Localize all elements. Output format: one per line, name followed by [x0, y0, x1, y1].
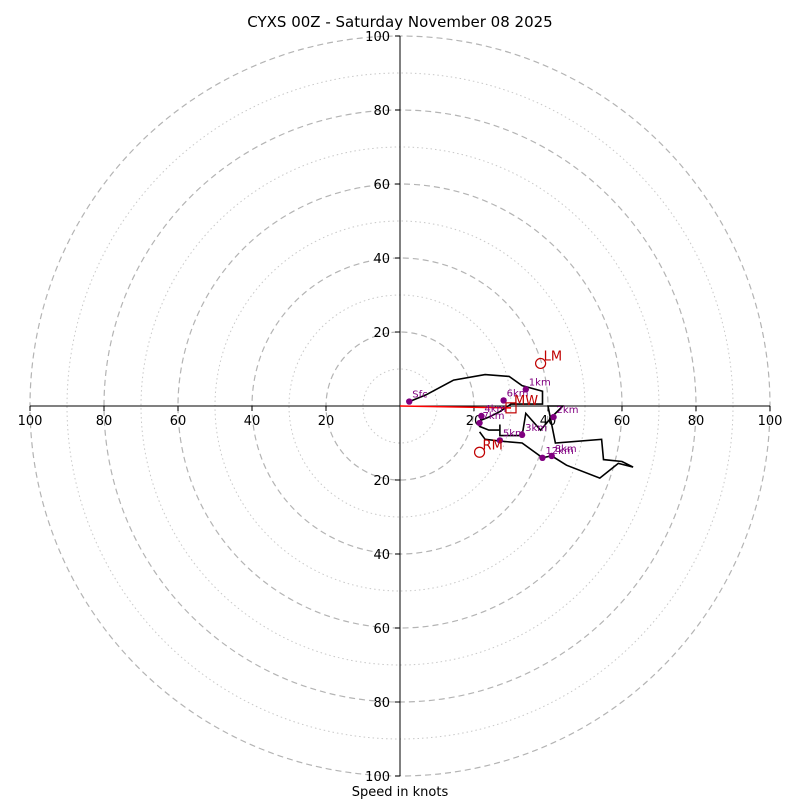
height-marker-dot — [476, 419, 483, 427]
storm-motion-marker — [534, 357, 547, 370]
height-marker-label: 12km — [545, 446, 573, 457]
height-marker-label: 4km — [484, 404, 506, 415]
height-marker-dot — [500, 397, 507, 404]
height-marker-dot — [539, 454, 546, 461]
height-marker-label: 3km — [525, 423, 547, 434]
x-tick-label: 60 — [614, 414, 631, 429]
x-tick-label: 40 — [244, 414, 261, 429]
height-marker-dot — [522, 386, 529, 393]
height-marker-dot — [406, 398, 413, 405]
y-tick-label: 20 — [373, 326, 390, 341]
x-tick-label: 100 — [18, 414, 43, 429]
height-marker-label: 8km — [555, 444, 577, 455]
hodograph-line — [409, 373, 634, 480]
shear-line — [399, 405, 512, 409]
chart-title: CYXS 00Z - Saturday November 08 2025 — [247, 13, 552, 31]
x-tick-label: 100 — [758, 414, 783, 429]
height-marker-label: 7km — [483, 411, 505, 422]
y-tick-label: 100 — [365, 30, 390, 45]
x-tick-label: 20 — [318, 414, 335, 429]
x-tick-label: 60 — [170, 414, 187, 429]
x-axis-label: Speed in knots — [352, 785, 449, 800]
height-marker-dot — [478, 412, 485, 420]
y-tick-label: 80 — [373, 104, 390, 119]
y-tick-label: 100 — [365, 770, 390, 785]
x-tick-label: 80 — [688, 414, 705, 429]
y-tick-label: 60 — [373, 178, 390, 193]
x-tick-label: 80 — [96, 414, 113, 429]
storm-motions: LM MW RM — [473, 349, 562, 458]
height-marker-dot — [518, 431, 526, 439]
storm-motion-marker — [473, 446, 486, 458]
tick-labels: 100 80 60 40 20 20 40 60 80 100204060801002040608… — [18, 30, 783, 785]
storm-motion-label: LM — [544, 349, 562, 364]
y-tick-label: 80 — [373, 696, 390, 711]
height-marker-label: 1km — [529, 377, 551, 388]
height-marker-label: 6km — [507, 388, 529, 399]
storm-motion-label: MW — [514, 394, 538, 409]
y-tick-label: 20 — [373, 474, 390, 489]
hodograph-traces — [399, 373, 634, 480]
height-marker-label: Sfc — [412, 390, 427, 401]
mean-wind-marker — [505, 402, 517, 414]
height-marker-dot — [496, 437, 504, 444]
height-marker-label: 5km — [503, 428, 525, 439]
y-tick-label: 40 — [373, 548, 390, 563]
height-marker-dot — [548, 452, 555, 460]
y-tick-label: 40 — [373, 252, 390, 267]
storm-motion-label: RM — [483, 438, 503, 453]
height-marker-label: 2km — [557, 405, 579, 416]
height-marker-dot — [550, 413, 557, 421]
y-tick-label: 60 — [373, 622, 390, 637]
